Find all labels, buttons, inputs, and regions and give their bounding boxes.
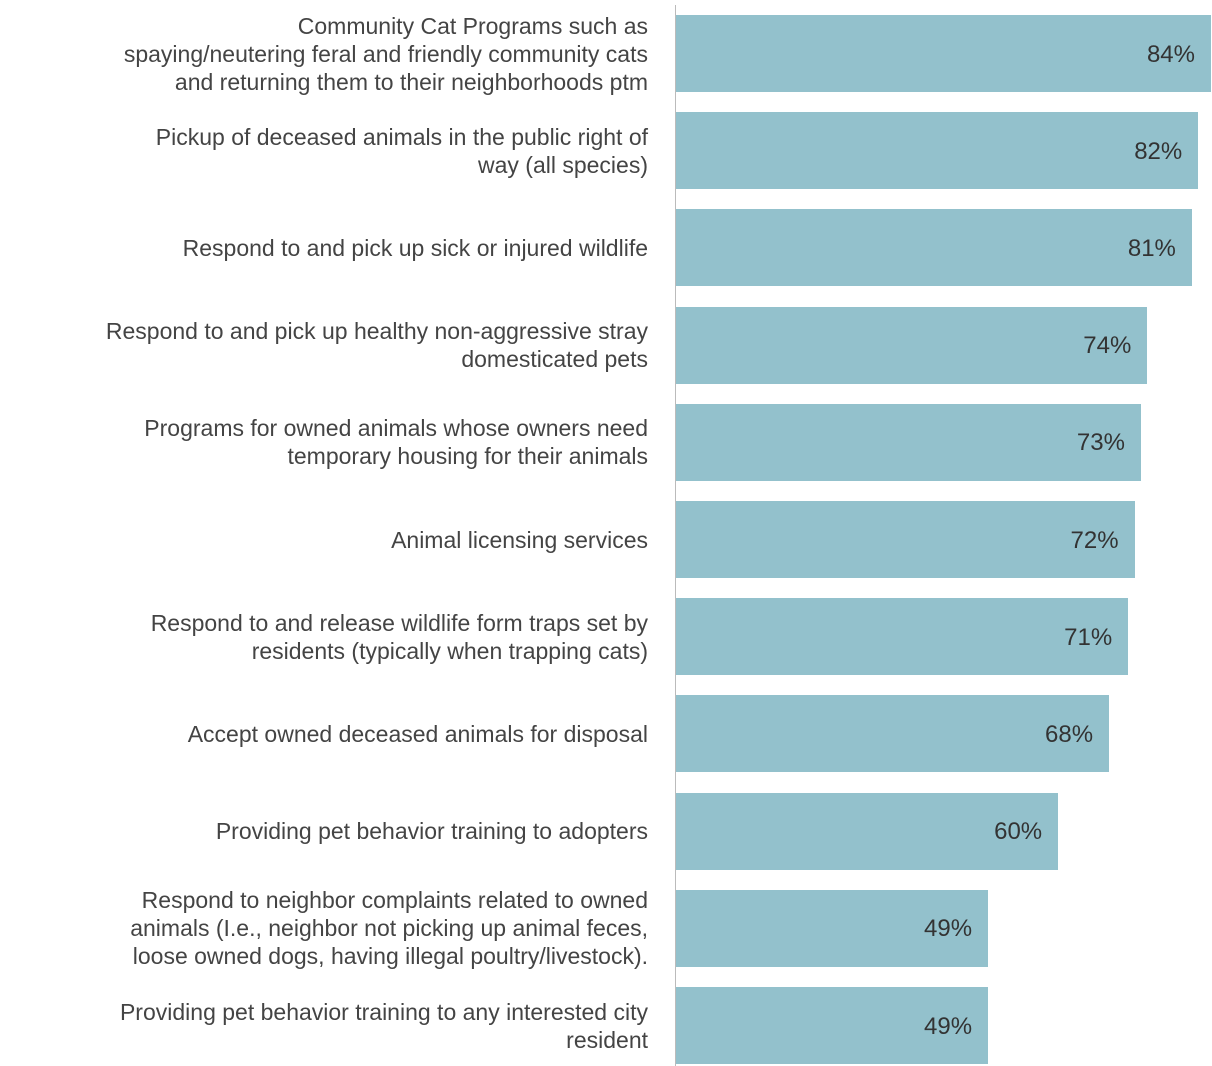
- category-label: Respond to and pick up healthy non-aggre…: [105, 318, 648, 373]
- bar: [676, 403, 1141, 481]
- bar: [676, 987, 989, 1064]
- axis-line: [675, 5, 676, 1066]
- category-label: Programs for owned animals whose owners …: [144, 415, 648, 470]
- bar: [676, 598, 1129, 676]
- value-label: 49%: [924, 915, 973, 943]
- bar: [676, 306, 1148, 384]
- category-label: Animal licensing services: [391, 526, 648, 553]
- category-label: Community Cat Programs such as spaying/n…: [123, 12, 648, 95]
- value-label: 84%: [1146, 40, 1195, 68]
- category-label: Respond to and release wildlife form tra…: [150, 609, 648, 664]
- value-label: 68%: [1045, 720, 1094, 748]
- value-label: 60%: [994, 818, 1043, 846]
- category-label: Pickup of deceased animals in the public…: [155, 123, 648, 178]
- category-label: Providing pet behavior training to adopt…: [215, 818, 648, 845]
- category-label: Respond to and pick up sick or injured w…: [182, 234, 648, 261]
- category-label: Providing pet behavior training to any i…: [119, 998, 648, 1053]
- bar: [676, 889, 989, 967]
- bar: [676, 695, 1110, 773]
- bar: [676, 209, 1192, 287]
- category-label: Accept owned deceased animals for dispos…: [187, 720, 648, 747]
- value-label: 49%: [924, 1012, 973, 1040]
- value-label: 72%: [1070, 526, 1119, 554]
- value-label: 71%: [1064, 623, 1113, 651]
- bar: [676, 15, 1211, 92]
- value-label: 82%: [1134, 137, 1183, 165]
- value-label: 73%: [1076, 429, 1125, 457]
- bar: [676, 501, 1135, 578]
- bar: [676, 792, 1059, 870]
- value-label: 81%: [1127, 234, 1176, 262]
- category-label: Respond to neighbor complaints related t…: [130, 887, 648, 970]
- value-label: 74%: [1083, 332, 1132, 360]
- bar: [676, 112, 1199, 190]
